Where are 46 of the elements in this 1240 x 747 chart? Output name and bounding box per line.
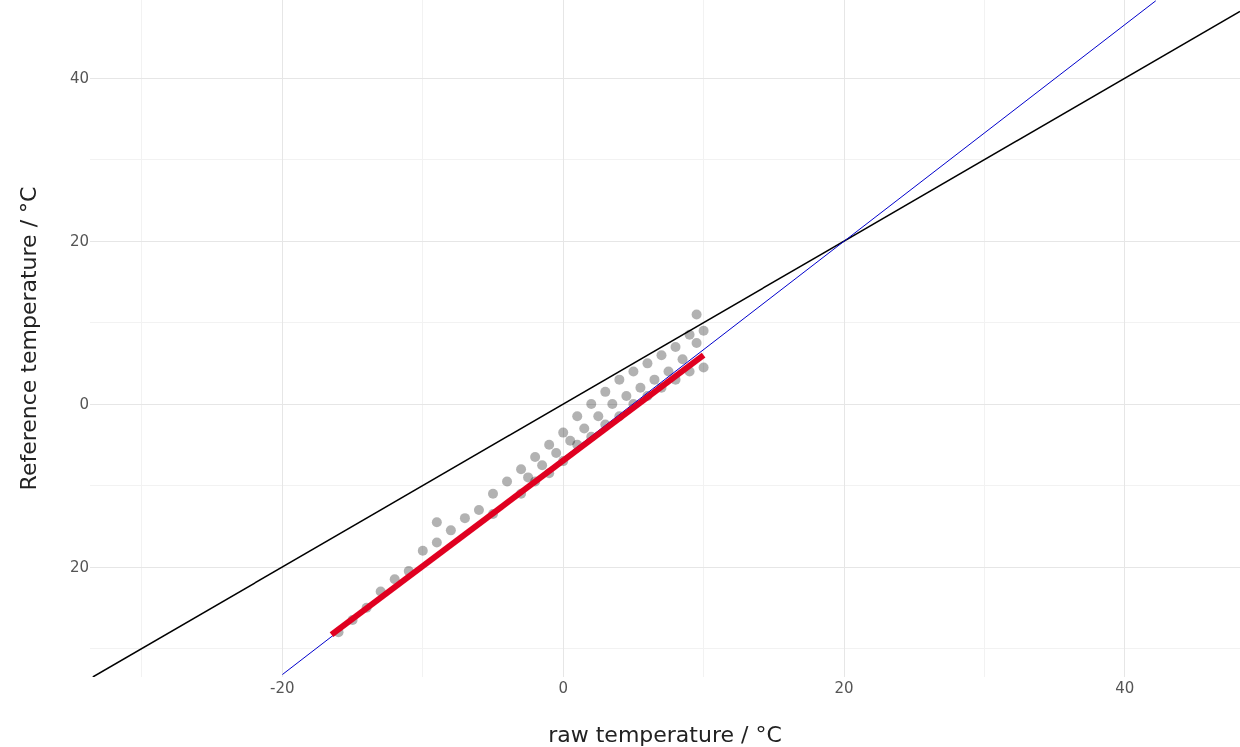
point: [642, 358, 653, 369]
point: [558, 427, 569, 438]
y-axis-title: Reference temperature / °C: [16, 186, 41, 491]
point: [417, 545, 428, 556]
point: [600, 386, 611, 397]
y-tick-label: 20: [69, 558, 89, 577]
point: [431, 517, 442, 528]
point: [593, 411, 604, 422]
y-tick-label: 0: [79, 395, 89, 414]
point: [691, 309, 702, 320]
point: [431, 537, 442, 548]
x-tick-label: 0: [558, 679, 568, 697]
point: [459, 513, 470, 524]
x-axis-title: raw temperature / °C: [548, 722, 782, 747]
y-tick-label: 40: [69, 69, 89, 88]
point: [389, 574, 400, 585]
point: [635, 382, 646, 393]
point: [502, 476, 513, 487]
x-tick-label: -20: [270, 679, 295, 697]
point: [698, 362, 709, 373]
point: [572, 411, 583, 422]
point: [523, 472, 534, 483]
point: [621, 390, 632, 401]
point: [628, 366, 639, 377]
point: [544, 439, 555, 450]
y-tick-label: 20: [69, 232, 89, 251]
point: [530, 452, 541, 463]
point: [487, 488, 498, 499]
x-tick-label: 40: [1115, 679, 1135, 697]
point: [649, 374, 660, 385]
point: [698, 325, 709, 336]
point: [586, 399, 597, 410]
point: [473, 504, 484, 515]
point: [656, 350, 667, 361]
point: [579, 423, 590, 434]
point: [607, 399, 618, 410]
point: [614, 374, 625, 385]
x-tick-label: 20: [834, 679, 854, 697]
point: [670, 342, 681, 353]
point: [445, 525, 456, 536]
point: [516, 464, 527, 475]
point: [537, 460, 548, 471]
point: [565, 435, 576, 446]
point: [691, 337, 702, 348]
point: [677, 354, 688, 365]
point: [551, 447, 562, 458]
